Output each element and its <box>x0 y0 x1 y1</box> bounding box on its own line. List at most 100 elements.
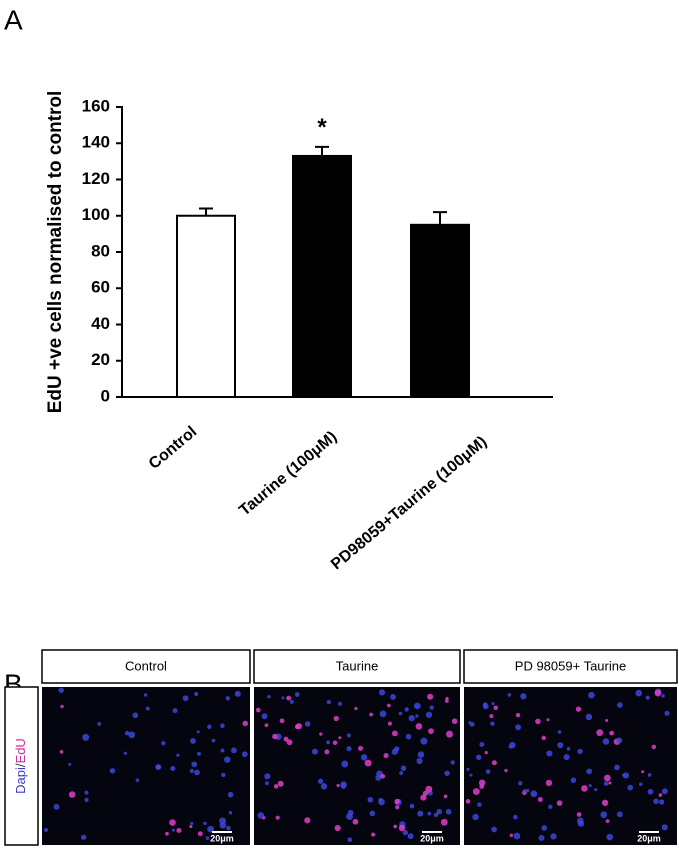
cell <box>275 815 280 820</box>
cell <box>557 730 562 734</box>
cell <box>546 750 553 757</box>
cell <box>608 781 612 785</box>
micrograph <box>42 687 250 845</box>
cell <box>332 740 338 746</box>
panel-label: A <box>4 4 23 35</box>
cell <box>257 812 265 819</box>
cell <box>525 788 530 793</box>
cell <box>576 812 582 817</box>
cell <box>472 788 480 795</box>
significance-mark: * <box>317 114 327 141</box>
cell <box>194 769 200 776</box>
cell <box>267 695 271 699</box>
cell <box>255 707 261 713</box>
cell <box>484 750 488 755</box>
cell <box>304 817 311 824</box>
cell <box>409 803 415 809</box>
cell <box>433 812 439 818</box>
cell <box>566 747 571 751</box>
cell <box>172 708 178 714</box>
cell <box>541 825 548 831</box>
cell <box>391 730 398 737</box>
cell <box>43 827 49 833</box>
cell <box>477 802 482 807</box>
cell <box>371 832 376 837</box>
cell <box>155 764 162 771</box>
cell <box>264 773 271 780</box>
cell <box>515 724 522 731</box>
cell <box>304 721 311 727</box>
cell <box>509 833 514 838</box>
cell <box>123 751 127 755</box>
cell <box>176 753 180 757</box>
cell <box>241 751 248 758</box>
cell <box>80 834 87 840</box>
column-header-box <box>463 649 678 684</box>
cell <box>68 762 72 766</box>
cell <box>135 778 140 782</box>
cell <box>548 804 553 810</box>
cell <box>394 798 400 805</box>
cell <box>109 768 116 774</box>
cell <box>541 735 547 741</box>
row-label: Dapi/EdU <box>13 738 28 794</box>
cell <box>654 689 662 697</box>
cell <box>53 804 60 810</box>
cell <box>346 733 351 738</box>
cell <box>413 702 421 710</box>
cell <box>535 718 541 725</box>
edu-label: EdU <box>13 738 28 763</box>
cell <box>97 721 102 726</box>
cell <box>378 797 383 802</box>
cell <box>58 687 64 693</box>
cell <box>191 761 198 768</box>
cell <box>234 690 241 697</box>
cell <box>324 749 330 755</box>
cell <box>445 808 452 815</box>
cell <box>286 739 293 746</box>
cell <box>196 730 200 734</box>
cell <box>400 765 407 771</box>
cell <box>507 693 512 697</box>
cell <box>60 704 64 709</box>
scale-bar-label: 20μm <box>210 833 234 843</box>
cell <box>661 788 668 795</box>
cell <box>575 706 582 712</box>
cell <box>196 751 201 756</box>
cell <box>82 733 90 741</box>
cell <box>465 799 471 804</box>
cell <box>601 799 609 806</box>
cell <box>469 773 473 777</box>
x-tick-label: PD98059+Taurine (100μM) <box>328 433 490 573</box>
cell <box>84 797 89 802</box>
column-header: PD 98059+ Taurine <box>515 658 626 673</box>
cell <box>367 796 374 803</box>
cell <box>230 747 237 754</box>
cell <box>407 833 414 840</box>
cell <box>404 707 409 712</box>
cell <box>493 705 499 711</box>
cell <box>380 773 386 779</box>
cell <box>379 710 387 718</box>
cell <box>513 832 521 840</box>
cell <box>393 746 400 752</box>
cell <box>124 730 130 736</box>
cell <box>588 691 595 699</box>
cell <box>68 791 76 798</box>
cell <box>602 738 610 745</box>
cell <box>207 724 212 730</box>
cell <box>647 788 654 795</box>
cell <box>606 833 614 841</box>
cell <box>242 720 249 727</box>
cell <box>59 750 64 754</box>
cell <box>221 772 226 778</box>
y-tick-label: 40 <box>91 314 110 333</box>
cell <box>482 702 488 708</box>
cell <box>659 799 665 805</box>
cell <box>357 745 363 751</box>
dapi-label: Dapi <box>13 767 28 794</box>
cell <box>398 824 406 832</box>
cell <box>360 754 368 761</box>
cell <box>341 760 349 768</box>
cell <box>320 783 328 790</box>
